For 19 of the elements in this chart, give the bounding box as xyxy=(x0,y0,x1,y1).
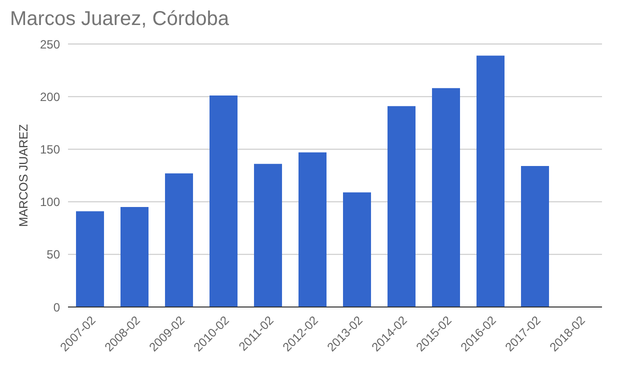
y-tick-label: 150 xyxy=(40,142,60,156)
y-tick-label: 200 xyxy=(40,90,60,104)
bar xyxy=(254,164,282,307)
y-tick-label: 250 xyxy=(40,37,60,52)
bar xyxy=(388,106,416,307)
chart-title: Marcos Juarez, Córdoba xyxy=(10,8,229,31)
bar xyxy=(76,211,104,307)
bar xyxy=(476,56,505,307)
y-tick-label: 50 xyxy=(46,248,60,262)
bar xyxy=(120,207,149,307)
y-tick-label: 100 xyxy=(40,195,60,210)
bar xyxy=(298,152,327,307)
bar xyxy=(343,192,372,307)
y-tick-label: 0 xyxy=(53,300,60,314)
y-axis-title: MARCOS JUAREZ xyxy=(16,124,30,227)
bar xyxy=(165,173,194,307)
bar xyxy=(432,88,460,307)
bar xyxy=(210,96,238,307)
bar xyxy=(521,166,550,307)
